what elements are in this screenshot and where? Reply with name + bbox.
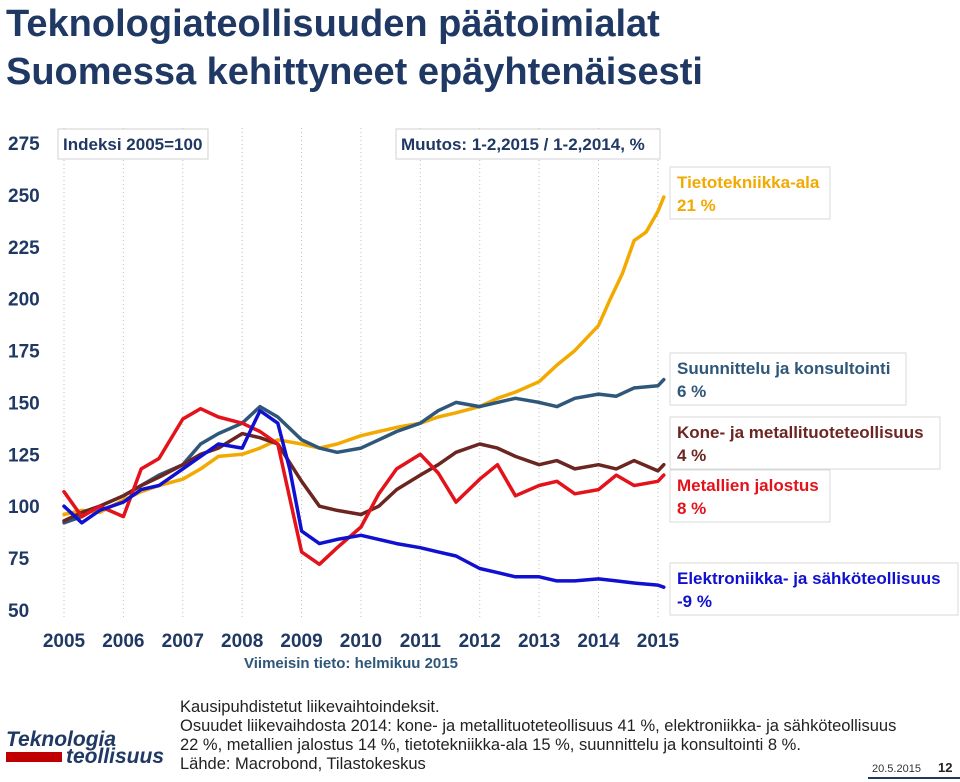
x-tick-label-2013: 2013	[518, 631, 560, 652]
y-tick-label-50: 50	[8, 601, 29, 622]
footer-source: Lähde: Macrobond, Tilastokeskus	[180, 755, 426, 773]
teknologiateollisuus-logo: Teknologia teollisuus	[6, 728, 171, 768]
label-change-tieto: 21 %	[677, 196, 716, 215]
x-tick-label-2012: 2012	[459, 631, 501, 652]
x-tick-label-2009: 2009	[280, 631, 322, 652]
series-line-elektroniikka	[62, 408, 666, 589]
footer-line-3: 22 %, metallien jalostus 14 %, tietotekn…	[180, 736, 801, 754]
label-name-tieto: Tietotekniikka-ala	[677, 173, 820, 192]
x-tick-label-2010: 2010	[340, 631, 382, 652]
label-change-kone: 4 %	[677, 446, 706, 465]
footer-line-1: Kausipuhdistetut liikevaihtoindeksit.	[180, 698, 440, 716]
title-line-2: Suomessa kehittyneet epäyhtenäisesti	[6, 51, 703, 93]
x-tick-label-2006: 2006	[102, 631, 144, 652]
x-tick-label-2014: 2014	[577, 631, 620, 652]
series-line-tieto	[62, 195, 666, 517]
y-tick-label-275: 275	[8, 134, 40, 155]
label-name-elektroniikka: Elektroniikka- ja sähköteollisuus	[677, 569, 941, 588]
x-tick-label-2005: 2005	[43, 631, 86, 652]
label-name-suunnittelu: Suunnittelu ja konsultointi	[677, 359, 890, 378]
latest-data-note: Viimeisin tieto: helmikuu 2015	[244, 655, 458, 672]
label-box-kone	[669, 416, 941, 470]
series-line-metalli	[62, 406, 666, 567]
grid-lines	[63, 128, 659, 618]
label-box-metalli	[669, 469, 831, 523]
change-label: Muutos: 1-2,2015 / 1-2,2014, %	[401, 135, 645, 154]
slide-date: 20.5.2015	[872, 763, 921, 775]
label-change-suunnittelu: 6 %	[677, 382, 706, 401]
label-change-metalli: 8 %	[677, 499, 706, 518]
logo-red-bar	[6, 752, 62, 762]
label-change-elektroniikka: -9 %	[677, 592, 712, 611]
series-line-suunnittelu	[62, 377, 666, 525]
label-box-suunnittelu	[669, 352, 907, 406]
change-label-box	[395, 128, 661, 160]
logo-word-1: Teknologia	[6, 728, 117, 751]
label-name-metalli: Metallien jalostus	[677, 476, 819, 495]
title-line-1: Teknologiateollisuuden päätoimialat	[6, 3, 660, 45]
x-tick-label-2007: 2007	[162, 631, 204, 652]
x-tick-label-2015: 2015	[637, 631, 680, 652]
footer-notes: Kausipuhdistetut liikevaihtoindeksit. Os…	[180, 698, 955, 774]
label-name-kone: Kone- ja metallituoteteollisuus	[677, 423, 924, 442]
y-tick-label-250: 250	[8, 186, 40, 207]
index-label: Indeksi 2005=100	[63, 135, 202, 154]
index-label-box	[57, 128, 209, 160]
x-tick-label-2008: 2008	[221, 631, 263, 652]
y-tick-label-150: 150	[8, 393, 40, 414]
logo-word-2: teollisuus	[66, 745, 165, 768]
label-box-elektroniikka	[669, 562, 959, 616]
page-title: Teknologiateollisuuden päätoimialat Suom…	[6, 0, 703, 96]
x-tick-label-2011: 2011	[400, 631, 442, 652]
page-bar	[868, 777, 960, 779]
y-tick-label-175: 175	[8, 342, 40, 363]
x-axis-ticks: 2005 2006 2007 2008 2009 2010 2011 2012 2013 2014…	[43, 631, 680, 652]
label-box-tieto	[669, 166, 831, 220]
y-tick-label-125: 125	[8, 445, 40, 466]
series-labels: Tietotekniikka-ala 21 % Suunnittelu ja kon…	[669, 166, 959, 616]
series-lines	[62, 195, 666, 589]
y-tick-label-225: 225	[8, 238, 40, 259]
y-axis-ticks: 275 250 225 200 175 150 125 100 75 50	[8, 134, 40, 622]
y-tick-label-75: 75	[8, 549, 30, 570]
y-tick-label-200: 200	[8, 290, 40, 311]
page-number: 12	[938, 760, 953, 775]
footer-line-2: Osuudet liikevaihdosta 2014: kone- ja me…	[180, 717, 897, 735]
y-tick-label-100: 100	[8, 497, 40, 518]
